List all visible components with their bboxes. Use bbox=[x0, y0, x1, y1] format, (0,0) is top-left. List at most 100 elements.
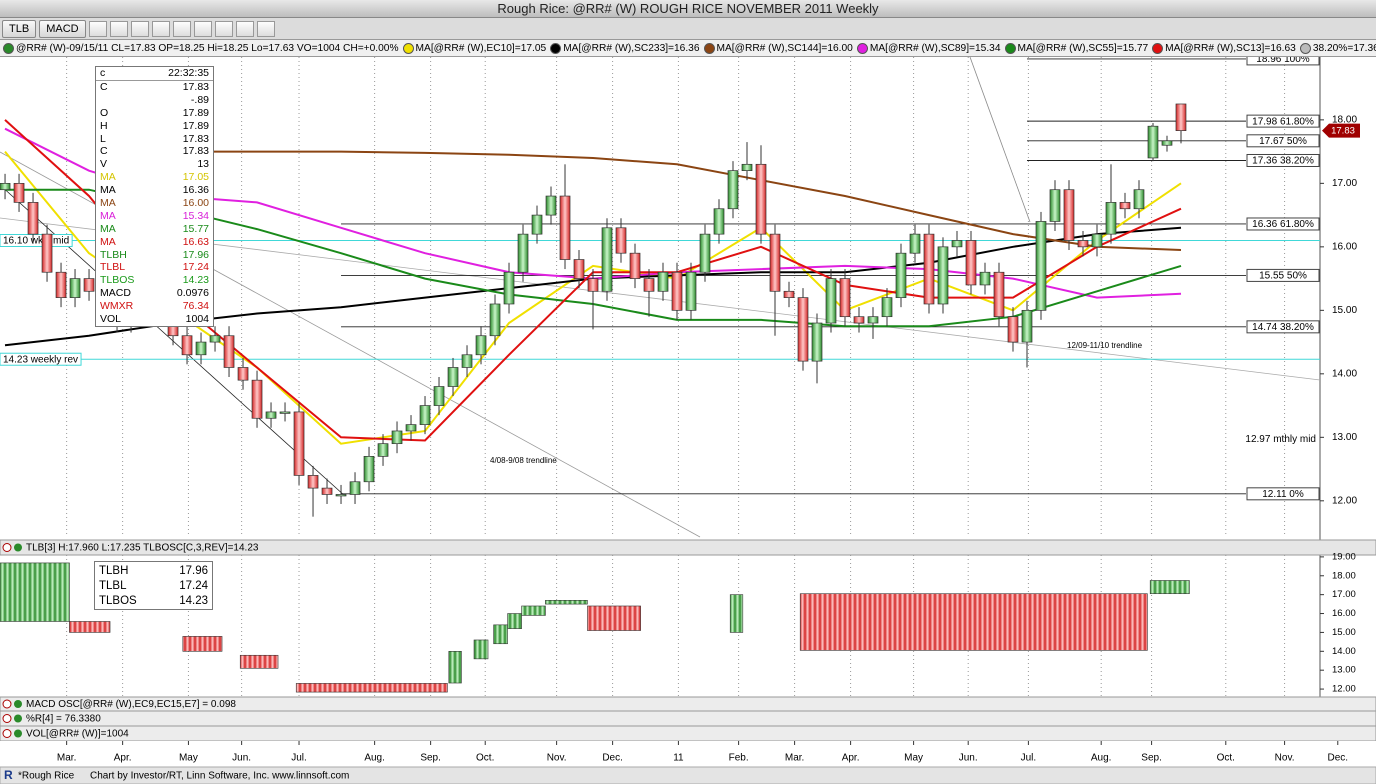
row-value: 1004 bbox=[185, 313, 209, 326]
title-bar: Rough Rice: @RR# (W) ROUGH RICE NOVEMBER… bbox=[0, 0, 1376, 18]
candle-body bbox=[195, 341, 207, 356]
candle-body bbox=[937, 246, 949, 305]
x-tick-label: Dec. bbox=[602, 753, 623, 764]
y-tick-label: 18.00 bbox=[1332, 114, 1357, 125]
candle-body bbox=[27, 202, 39, 235]
study-label: %R[4] = 76.3380 bbox=[26, 714, 101, 725]
panel-icon[interactable] bbox=[14, 543, 22, 552]
row-value: 15.77 bbox=[182, 222, 209, 235]
tool-icon[interactable] bbox=[109, 20, 128, 37]
legend-bar: @RR# (W)-09/15/11 CL=17.83 OP=18.25 Hi=1… bbox=[0, 40, 1376, 57]
candle-body bbox=[1063, 189, 1075, 241]
candle-body bbox=[55, 271, 67, 298]
row-value: 16.00 bbox=[182, 197, 209, 210]
row-value: 17.89 bbox=[182, 119, 209, 132]
panel-icon[interactable] bbox=[14, 700, 22, 708]
row-label: MA bbox=[100, 235, 116, 248]
legend-item: @RR# (W)-09/15/11 CL=17.83 OP=18.25 Hi=1… bbox=[3, 40, 399, 56]
moving-average-line bbox=[4, 150, 1182, 445]
tlb-brick bbox=[473, 639, 489, 660]
candle-body bbox=[699, 233, 711, 273]
level-label: 17.36 38.20% bbox=[1252, 156, 1314, 167]
close-icon[interactable] bbox=[2, 729, 12, 738]
tool-icon[interactable] bbox=[193, 20, 212, 37]
data-window-header: c 22:32:35 bbox=[96, 67, 213, 81]
row-label: C bbox=[100, 145, 108, 158]
candle-body bbox=[727, 170, 739, 210]
tlb-brick bbox=[507, 613, 522, 629]
tlb-brick bbox=[448, 651, 462, 684]
candle-body bbox=[601, 227, 613, 292]
close-icon[interactable] bbox=[2, 714, 12, 723]
candle-body bbox=[1161, 140, 1173, 146]
level-label: 16.10 wkly mid bbox=[3, 236, 69, 247]
candle-body bbox=[0, 182, 11, 191]
data-window-row: MA 15.77 bbox=[96, 223, 213, 236]
x-tick-label: 11 bbox=[673, 753, 684, 764]
tlb-brick bbox=[521, 605, 546, 616]
legend-swatch bbox=[856, 42, 868, 54]
panel-icon[interactable] bbox=[14, 714, 22, 723]
row-value: 17.05 bbox=[182, 171, 209, 184]
x-axis-strip bbox=[0, 741, 1376, 767]
data-window-symbol: c bbox=[100, 67, 106, 79]
legend-item: MA[@RR# (W),SC89]=15.34 bbox=[856, 40, 1001, 56]
readout-row: TLBOS 14.23 bbox=[95, 594, 212, 609]
candle-body bbox=[209, 335, 221, 343]
x-tick-label: Aug. bbox=[1091, 753, 1112, 764]
candle-body bbox=[1091, 233, 1103, 248]
price-tag bbox=[1322, 123, 1360, 138]
panel-icon[interactable] bbox=[14, 729, 22, 738]
tlb-brick bbox=[729, 594, 744, 633]
level-label-box bbox=[1246, 217, 1320, 231]
tool-icon[interactable] bbox=[256, 20, 275, 37]
readout-row: TLBH 17.96 bbox=[95, 564, 212, 579]
data-window-row: MA 15.34 bbox=[96, 210, 213, 223]
row-label: TLBOS bbox=[99, 595, 137, 607]
candle-body bbox=[573, 259, 585, 279]
row-value: 15.34 bbox=[182, 209, 209, 222]
fib-note: 38.20%=17.36 50.00% bbox=[1312, 42, 1376, 54]
level-label-box bbox=[1246, 134, 1320, 148]
candle-body bbox=[531, 214, 543, 235]
candle-body bbox=[475, 335, 487, 356]
tool-icon[interactable] bbox=[172, 20, 191, 37]
candle-body bbox=[1105, 202, 1117, 235]
annotation: 4/08-9/08 trendline bbox=[490, 456, 557, 465]
candle-body bbox=[685, 271, 697, 311]
close-icon[interactable] bbox=[2, 699, 12, 709]
tool-icon[interactable] bbox=[151, 20, 170, 37]
annotation: 12/09-11/10 trendline bbox=[1067, 341, 1143, 350]
toolbar-button[interactable]: MACD bbox=[39, 19, 86, 38]
price-tag-label: 17.83 bbox=[1331, 126, 1355, 137]
tlb-brick bbox=[587, 605, 641, 631]
level-label: 17.67 50% bbox=[1259, 136, 1307, 147]
candle-body bbox=[1077, 240, 1089, 248]
footer-credit: Chart by Investor/RT, Linn Software, Inc… bbox=[90, 771, 349, 782]
candle-body bbox=[405, 424, 417, 432]
tool-icon[interactable] bbox=[214, 20, 233, 37]
data-window-row: H 17.89 bbox=[96, 120, 213, 133]
data-window-row: -.89 bbox=[96, 94, 213, 107]
y-tick-label: 17.00 bbox=[1332, 178, 1357, 189]
level-label: 14.74 38.20% bbox=[1252, 322, 1314, 333]
row-label: V bbox=[100, 158, 108, 171]
trendline bbox=[0, 217, 1321, 381]
legend-label: MA[@RR# (W),SC233]=16.36 bbox=[563, 42, 700, 54]
data-window-row: MACD 0.0976 bbox=[96, 287, 213, 300]
legend-label: MA[@RR# (W),SC89]=15.34 bbox=[869, 42, 1001, 54]
level-label: 17.98 61.80% bbox=[1252, 116, 1314, 127]
tool-icon[interactable] bbox=[130, 20, 149, 37]
tlb-brick bbox=[239, 654, 279, 669]
candle-body bbox=[755, 163, 767, 235]
tlb-brick bbox=[69, 621, 111, 633]
toolbar-button[interactable]: TLB bbox=[2, 19, 37, 38]
candle-body bbox=[279, 411, 291, 414]
tool-icon[interactable] bbox=[88, 20, 107, 37]
app-logo: R bbox=[4, 768, 13, 782]
y-tick-label: 18.00 bbox=[1332, 570, 1356, 581]
close-icon[interactable] bbox=[2, 543, 12, 552]
tool-icon[interactable] bbox=[235, 20, 254, 37]
candle-body bbox=[783, 290, 795, 298]
